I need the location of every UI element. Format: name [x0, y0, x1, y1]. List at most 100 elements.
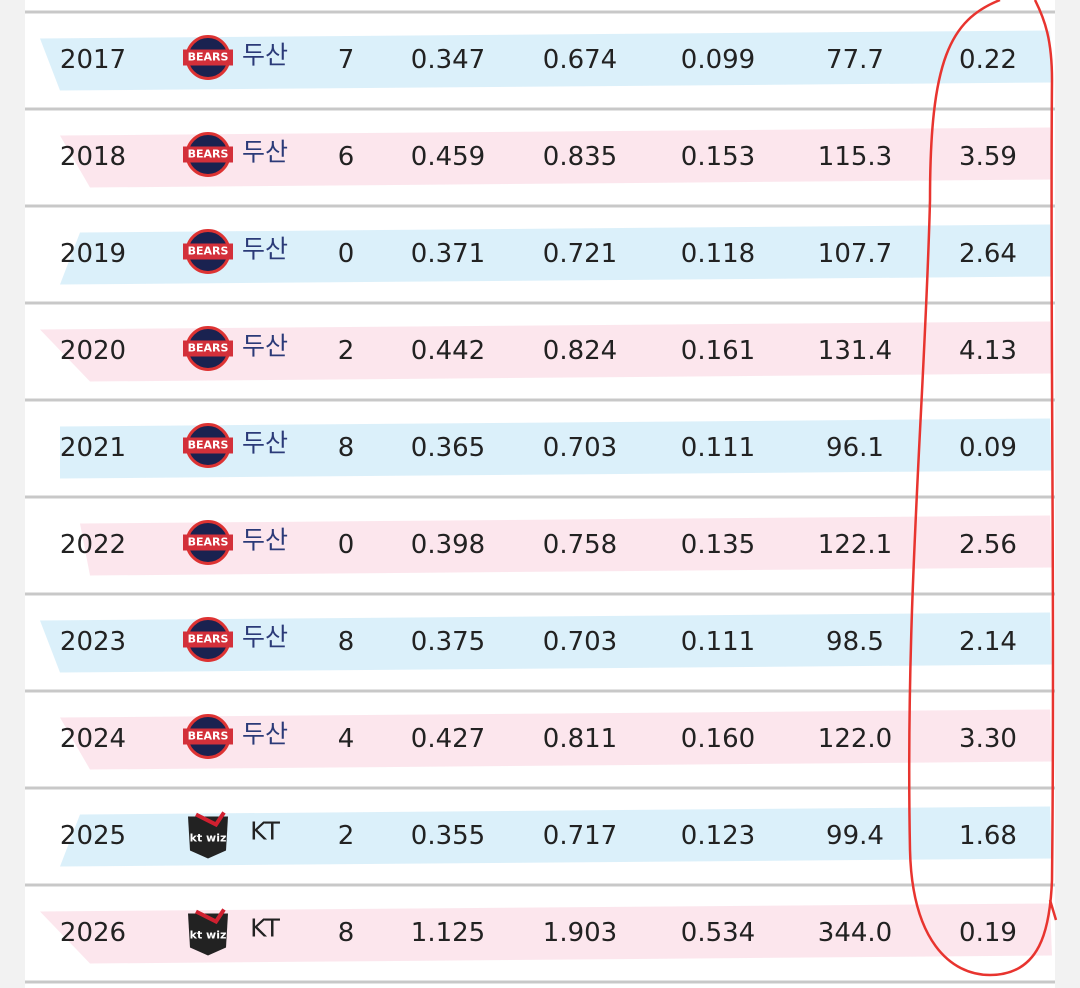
- left-margin: [0, 0, 25, 988]
- brush-stroke: [40, 612, 1052, 673]
- team-name: 두산: [242, 235, 288, 264]
- stat-cell: 0.721: [543, 239, 617, 269]
- stat-cell: 0.703: [543, 433, 617, 463]
- stat-cell: 344.0: [818, 918, 892, 948]
- year: 2022: [60, 530, 126, 560]
- stat-cell: 0.824: [543, 336, 617, 366]
- stat-cell: 0: [338, 530, 355, 560]
- stat-cell: 0.365: [411, 433, 485, 463]
- stat-cell: 2.56: [959, 530, 1017, 560]
- stat-cell: 0.811: [543, 724, 617, 754]
- stat-cell: 107.7: [818, 239, 892, 269]
- stat-cell: 7: [338, 45, 355, 75]
- stat-cell: 8: [338, 433, 355, 463]
- brush-stroke: [40, 30, 1052, 91]
- stat-cell: 6: [338, 142, 355, 172]
- logo-band: [183, 243, 233, 260]
- year: 2025: [60, 821, 126, 851]
- year: 2018: [60, 142, 126, 172]
- brush-stroke: [80, 515, 1052, 576]
- team-name: 두산: [242, 526, 288, 555]
- brush-stroke: [40, 903, 1052, 964]
- stat-cell: 8: [338, 918, 355, 948]
- stat-cell: 0.347: [411, 45, 485, 75]
- year: 2021: [60, 433, 126, 463]
- year: 2023: [60, 627, 126, 657]
- stat-cell: 96.1: [826, 433, 884, 463]
- team-logo: [188, 913, 228, 956]
- stat-cell: 1.903: [543, 918, 617, 948]
- team-name: 두산: [242, 623, 288, 652]
- team-name: 두산: [242, 332, 288, 361]
- brush-stroke: [60, 127, 1052, 188]
- stat-cell: 131.4: [818, 336, 892, 366]
- team-name: 두산: [242, 429, 288, 458]
- year: 2020: [60, 336, 126, 366]
- logo-accent: [195, 811, 226, 828]
- team-name: 두산: [242, 720, 288, 749]
- stat-cell: 0.355: [411, 821, 485, 851]
- team-logo: [188, 816, 228, 859]
- stat-cell: 0.717: [543, 821, 617, 851]
- team-name: 두산: [242, 138, 288, 167]
- pen-mark: [1048, 899, 1058, 921]
- stat-cell: 2.14: [959, 627, 1017, 657]
- stat-cell: 1.125: [411, 918, 485, 948]
- stat-cell: 99.4: [826, 821, 884, 851]
- stat-cell: 0.22: [959, 45, 1017, 75]
- year: 2024: [60, 724, 126, 754]
- right-margin: [1055, 0, 1080, 988]
- stat-cell: 0.160: [681, 724, 755, 754]
- stat-cell: 0.09: [959, 433, 1017, 463]
- logo-accent: [195, 908, 226, 925]
- stat-cell: 0.153: [681, 142, 755, 172]
- stat-cell: 2: [338, 336, 355, 366]
- stat-cell: 0.398: [411, 530, 485, 560]
- stat-cell: 1.68: [959, 821, 1017, 851]
- stat-cell: 2.64: [959, 239, 1017, 269]
- logo-band: [183, 49, 233, 66]
- rows: 2017 BEARS 두산 7 0.347 0.674 0.099 77.7 0.22 2018 B…: [25, 10, 1055, 984]
- stat-cell: 0.135: [681, 530, 755, 560]
- highlight-oval: [907, 0, 1055, 977]
- stat-cell: 0.19: [959, 918, 1017, 948]
- brush-stroke: [60, 224, 1052, 285]
- logo-band: [183, 534, 233, 551]
- stat-cell: 0.161: [681, 336, 755, 366]
- stat-cell: 0.375: [411, 627, 485, 657]
- logo-band: [183, 340, 233, 357]
- stat-cell: 0.427: [411, 724, 485, 754]
- stat-cell: 122.1: [818, 530, 892, 560]
- stat-cell: 0.111: [681, 627, 755, 657]
- stat-cell: 0.703: [543, 627, 617, 657]
- year: 2026: [60, 918, 126, 948]
- logo-band: [183, 146, 233, 163]
- stat-cell: 0.118: [681, 239, 755, 269]
- team-name: 두산: [242, 41, 288, 70]
- logo-text: BEARS: [188, 245, 229, 258]
- year: 2019: [60, 239, 126, 269]
- stat-cell: 0.835: [543, 142, 617, 172]
- stat-cell: 122.0: [818, 724, 892, 754]
- logo-text: BEARS: [188, 536, 229, 549]
- brush-stroke: [60, 418, 1052, 479]
- stat-cell: 0.534: [681, 918, 755, 948]
- stat-cell: 0.459: [411, 142, 485, 172]
- logo-band: [183, 631, 233, 648]
- stat-cell: 98.5: [826, 627, 884, 657]
- team-name: KT: [250, 817, 280, 846]
- logo-text: BEARS: [188, 148, 229, 161]
- stat-cell: 0.674: [543, 45, 617, 75]
- stat-cell: 77.7: [826, 45, 884, 75]
- year: 2017: [60, 45, 126, 75]
- stat-cell: 3.30: [959, 724, 1017, 754]
- logo-text: BEARS: [188, 342, 229, 355]
- stat-cell: 2: [338, 821, 355, 851]
- stat-cell: 0.099: [681, 45, 755, 75]
- stat-cell: 0.371: [411, 239, 485, 269]
- stat-cell: 0.758: [543, 530, 617, 560]
- logo-band: [183, 728, 233, 745]
- logo-text: BEARS: [188, 51, 229, 64]
- logo-text: BEARS: [188, 730, 229, 743]
